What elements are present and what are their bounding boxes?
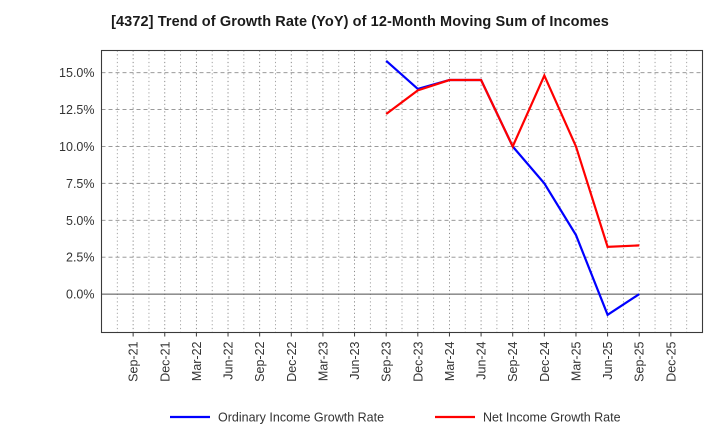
y-axis-tick-label: 10.0% — [59, 140, 94, 154]
gridlines-minor — [116, 50, 688, 333]
x-axis-tick-label: Dec-21 — [158, 341, 172, 381]
y-axis-tick-label: 5.0% — [66, 214, 95, 228]
x-axis-tick-label: Mar-24 — [443, 341, 457, 381]
legend-label-net-income: Net Income Growth Rate — [483, 411, 621, 425]
y-axis-tick-label: 7.5% — [66, 177, 95, 191]
x-axis-tick-label: Jun-24 — [475, 341, 489, 379]
chart-title: [4372] Trend of Growth Rate (YoY) of 12-… — [111, 14, 609, 30]
y-axis-ticks: 0.0% 2.5% 5.0% 7.5% 10.0% 12.5% 15.0% — [59, 66, 94, 301]
x-axis-tick-label: Sep-23 — [380, 341, 394, 381]
plot-frame — [100, 49, 704, 334]
y-axis-tick-label: 0.0% — [66, 288, 95, 302]
x-axis-tick-label: Jun-22 — [222, 341, 236, 379]
x-axis-tick-label: Dec-24 — [538, 341, 552, 381]
x-axis-tick-label: Dec-22 — [285, 341, 299, 381]
x-axis-tick-label: Sep-21 — [127, 341, 141, 381]
chart-legend: Ordinary Income Growth Rate Net Income Gr… — [170, 411, 621, 425]
x-axis-tick-label: Dec-23 — [411, 341, 425, 381]
x-axis-ticks: Sep-21 Dec-21 Mar-22 Jun-22 Sep-22 Dec-22 Mar-… — [127, 332, 678, 382]
x-axis-tick-label: Mar-25 — [569, 341, 583, 381]
x-axis-tick-label: Mar-22 — [190, 341, 204, 381]
y-axis-tick-label: 15.0% — [59, 66, 94, 80]
x-axis-tick-label: Jun-23 — [348, 341, 362, 379]
x-axis-tick-label: Sep-22 — [253, 341, 267, 381]
x-axis-tick-label: Jun-25 — [601, 341, 615, 379]
gridlines-major — [101, 72, 703, 258]
x-axis-tick-label: Mar-23 — [316, 341, 330, 381]
y-axis-tick-label: 2.5% — [66, 251, 95, 265]
data-series — [385, 60, 640, 317]
series-line-net-income — [385, 72, 640, 249]
x-axis-tick-label: Sep-25 — [633, 341, 647, 381]
legend-label-ordinary-income: Ordinary Income Growth Rate — [218, 411, 384, 425]
y-axis-tick-label: 12.5% — [59, 103, 94, 117]
x-axis-tick-label: Dec-25 — [664, 341, 678, 381]
x-axis-tick-label: Sep-24 — [506, 341, 520, 381]
